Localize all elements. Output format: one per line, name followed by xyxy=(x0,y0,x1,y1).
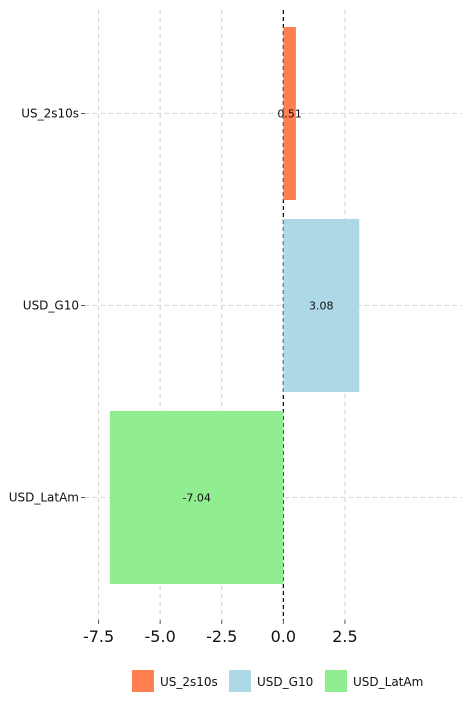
y-tick-label: USD_LatAm xyxy=(9,491,79,505)
y-tick-label: USD_G10 xyxy=(23,299,79,313)
bar-usd_latam xyxy=(109,411,284,584)
legend-swatch xyxy=(325,670,347,692)
bar-layer: 0.51 3.08 -7.04 xyxy=(109,27,360,584)
legend-swatch xyxy=(132,670,154,692)
legend-swatch xyxy=(229,670,251,692)
x-tick-label: -7.5 xyxy=(83,627,114,646)
x-tick-label: 2.5 xyxy=(332,627,357,646)
bar-value-label: 0.51 xyxy=(277,108,302,121)
y-tick-label: US_2s10s xyxy=(21,107,79,121)
x-tick-label: -2.5 xyxy=(206,627,237,646)
legend: US_2s10s USD_G10 USD_LatAm xyxy=(132,670,423,692)
bar-us_2s10s xyxy=(283,27,296,200)
legend-label: US_2s10s xyxy=(160,675,218,689)
x-axis: -7.5 -5.0 -2.5 0.0 2.5 xyxy=(83,620,358,646)
x-tick-label: -5.0 xyxy=(145,627,176,646)
bar-value-label: 3.08 xyxy=(309,300,334,313)
legend-label: USD_G10 xyxy=(257,675,313,689)
y-axis: US_2s10s USD_G10 USD_LatAm xyxy=(9,107,85,505)
bar-value-label: -7.04 xyxy=(182,492,210,505)
bar-usd_g10 xyxy=(283,219,360,392)
x-tick-label: 0.0 xyxy=(271,627,296,646)
legend-label: USD_LatAm xyxy=(353,675,423,689)
